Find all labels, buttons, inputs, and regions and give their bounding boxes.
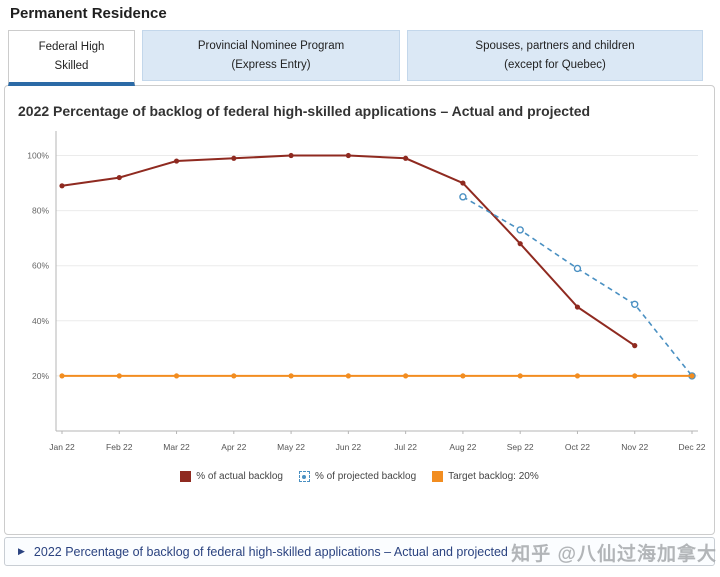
legend-label: Target backlog: 20% xyxy=(448,471,539,482)
svg-text:40%: 40% xyxy=(31,316,48,326)
tab-federal-high-skilled[interactable]: Federal High Skilled xyxy=(8,30,135,86)
svg-text:Aug 22: Aug 22 xyxy=(449,442,476,452)
legend-swatch-icon xyxy=(298,471,310,482)
tab-label: Spouses, partners and children (except f… xyxy=(475,40,635,71)
tab-bar: Federal High Skilled Provincial Nominee … xyxy=(8,30,703,86)
svg-text:Mar 22: Mar 22 xyxy=(163,442,190,452)
expander-label: 2022 Percentage of backlog of federal hi… xyxy=(33,544,508,559)
legend-item: Target backlog: 20% xyxy=(432,471,539,482)
svg-text:20%: 20% xyxy=(31,371,48,381)
tab-spouses-partners-children[interactable]: Spouses, partners and children (except f… xyxy=(407,30,703,81)
svg-text:Feb 22: Feb 22 xyxy=(106,442,133,452)
tab-label: Provincial Nominee Program (Express Entr… xyxy=(197,40,345,71)
chart-panel: 2022 Percentage of backlog of federal hi… xyxy=(4,85,715,535)
legend-label: % of projected backlog xyxy=(314,471,417,482)
legend-swatch-icon xyxy=(180,471,192,482)
svg-text:Dec 22: Dec 22 xyxy=(678,442,705,452)
expander-chart-details[interactable]: ▶ 2022 Percentage of backlog of federal … xyxy=(4,537,715,566)
svg-text:Jun 22: Jun 22 xyxy=(335,442,361,452)
svg-text:60%: 60% xyxy=(31,261,48,271)
svg-text:Nov 22: Nov 22 xyxy=(621,442,648,452)
legend-swatch-icon xyxy=(432,471,444,482)
chart-legend: % of actual backlog % of projected backlo… xyxy=(5,471,714,482)
expand-arrow-icon: ▶ xyxy=(18,546,25,556)
svg-text:May 22: May 22 xyxy=(277,442,305,452)
tab-provincial-nominee-program[interactable]: Provincial Nominee Program (Express Entr… xyxy=(142,30,400,81)
line-chart: 20% 40% 60% 80% 100% Jan 22 Feb 22 Mar 22 Apr 22… xyxy=(27,131,705,452)
svg-text:Jan 22: Jan 22 xyxy=(49,442,75,452)
svg-text:100%: 100% xyxy=(27,151,49,161)
svg-text:Jul 22: Jul 22 xyxy=(394,442,417,452)
page-title: Permanent Residence xyxy=(10,5,167,22)
svg-text:Apr 22: Apr 22 xyxy=(221,442,246,452)
chart-title: 2022 Percentage of backlog of federal hi… xyxy=(18,103,591,119)
legend-item: % of projected backlog xyxy=(298,471,417,482)
tab-label: Federal High Skilled xyxy=(38,41,105,72)
legend-label: % of actual backlog xyxy=(196,471,283,482)
legend-item: % of actual backlog xyxy=(180,471,283,482)
svg-text:80%: 80% xyxy=(31,206,48,216)
svg-text:Oct 22: Oct 22 xyxy=(564,442,589,452)
svg-text:Sep 22: Sep 22 xyxy=(506,442,533,452)
